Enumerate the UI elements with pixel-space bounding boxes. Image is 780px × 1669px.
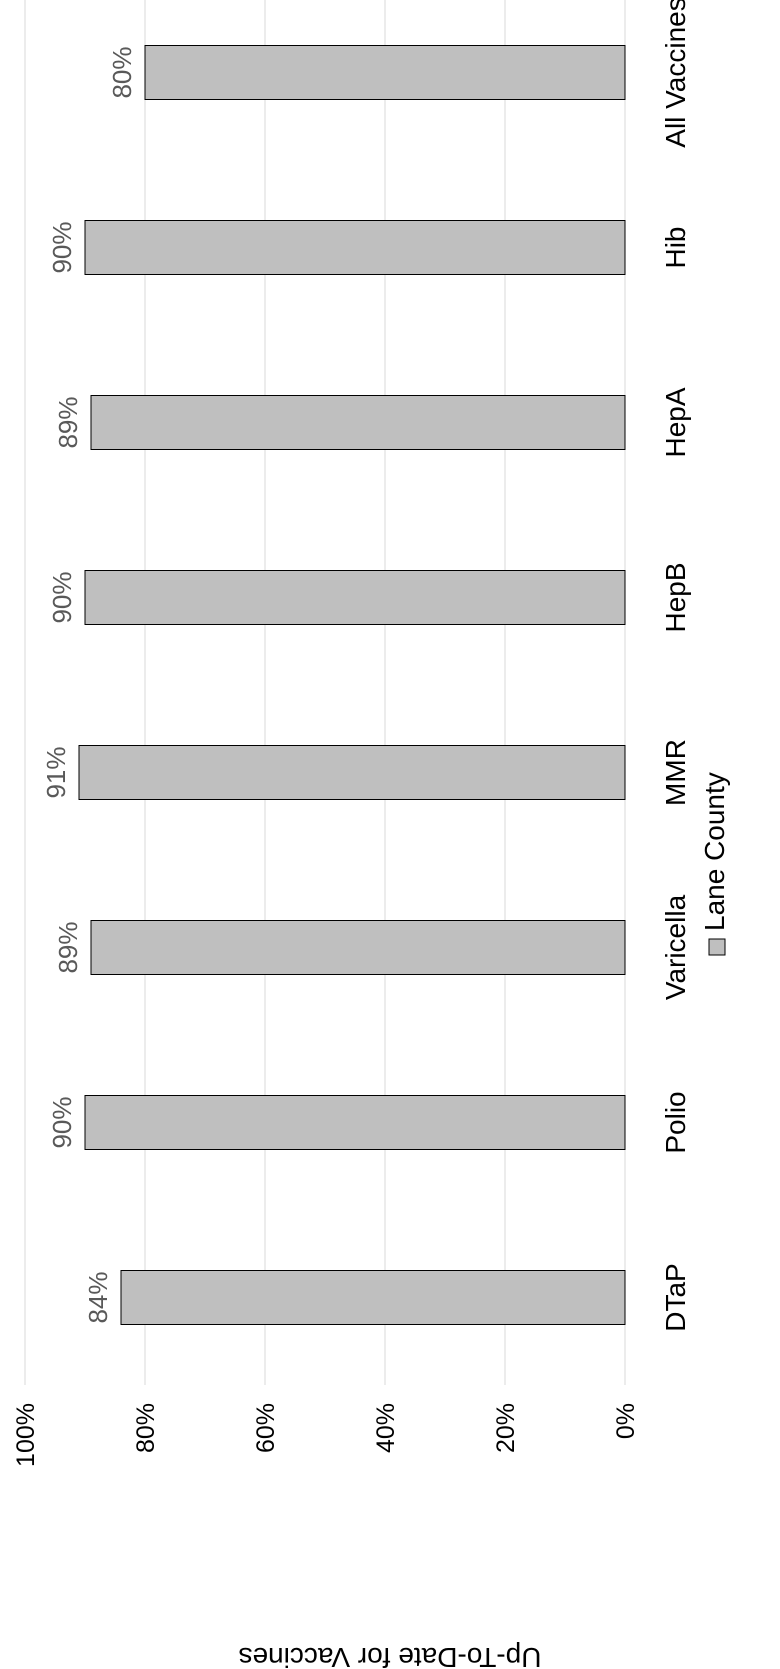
data-label: 80% [107,46,137,98]
plot-area: 0% 20% 40% 60% 80% 100% 84% DTaP 90% Polio 89% Vari… [12,0,691,1467]
bar [84,570,626,625]
x-tick-label: All Vaccines [660,0,691,148]
y-tick-label: 0% [612,1403,640,1439]
bar [78,745,626,800]
legend-swatch [708,938,726,956]
bar [90,395,626,450]
bar [84,220,626,275]
x-tick-label: HepA [660,387,691,457]
y-tick-label: 40% [372,1403,400,1453]
x-tick-label: DTaP [660,1263,691,1331]
data-label: 89% [53,396,83,448]
y-tick-label: 80% [132,1403,160,1453]
y-tick-label: 100% [12,1403,40,1467]
data-label: 89% [53,921,83,973]
data-label: 84% [83,1271,113,1323]
legend: Lane County [699,772,730,956]
y-tick-label: 20% [492,1403,520,1453]
bar [90,920,626,975]
data-label: 90% [47,1096,77,1148]
x-tick-label: MMR [660,739,691,806]
x-tick-label: Polio [660,1091,691,1153]
x-tick-label: HepB [660,562,691,632]
bar [120,1270,626,1325]
x-tick-label: Hib [660,226,691,268]
data-label: 90% [47,221,77,273]
y-tick-label: 60% [252,1403,280,1453]
x-tick-label: Varicella [660,894,691,1000]
bar [84,1095,626,1150]
data-label: 91% [41,746,71,798]
bar [144,45,626,100]
data-label: 90% [47,571,77,623]
y-axis-title: Up-To-Date for Vaccines [239,1642,542,1669]
legend-label: Lane County [699,772,730,931]
